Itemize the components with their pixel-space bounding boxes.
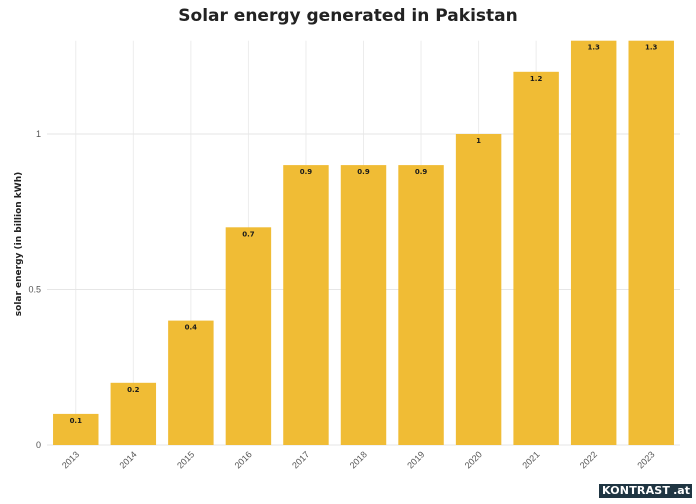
bar [513,71,559,446]
bar [570,40,617,445]
x-tick-label: 2016 [233,449,254,470]
x-tick-label: 2023 [635,449,656,470]
bar [225,227,272,445]
x-tick-label: 2013 [60,449,81,470]
logo-tld-text: .at [673,484,692,498]
data-label: 0.9 [300,168,313,176]
data-label: 0.2 [127,386,140,394]
bar [340,165,387,445]
x-tick-label: 2021 [520,449,541,470]
y-axis: 00.51 [28,129,41,450]
y-tick-label: 0.5 [28,285,41,295]
x-tick-label: 2018 [348,449,369,470]
data-label: 0.9 [357,168,370,176]
kontrast-logo: KONTRAST .at [599,484,692,498]
bar [53,413,99,445]
x-tick-label: 2020 [463,449,484,470]
data-label: 0.4 [185,324,198,332]
logo-main-text: KONTRAST [599,484,674,498]
bar [283,165,329,445]
x-tick-label: 2017 [290,449,311,470]
bars [53,40,674,446]
x-tick-label: 2019 [405,449,426,470]
x-tick-label: 2022 [578,449,599,470]
bar [398,165,444,445]
data-label: 0.9 [415,168,428,176]
data-label: 1.3 [587,44,600,52]
x-axis: 2013 2014 2015 2016 2017 2018 2019 2020 2021 2022… [60,449,657,470]
x-tick-label: 2014 [117,449,138,470]
y-tick-label: 0 [36,440,41,450]
data-labels: 0.1 0.2 0.4 0.7 0.9 0.9 0.9 1 1.2 1.3 1.3 [70,44,658,425]
data-label: 1.3 [645,44,658,52]
chart-title: Solar energy generated in Pakistan [178,6,518,26]
y-tick-label: 1 [36,129,41,139]
bar [168,320,214,445]
x-tick-label: 2015 [175,449,196,470]
data-label: 0.7 [242,230,255,238]
data-label: 1.2 [530,75,543,83]
bar [110,382,157,445]
bar [628,40,674,445]
bar [455,134,502,445]
y-axis-label: solar energy (in billion kWh) [14,172,24,316]
data-label: 1 [476,137,481,145]
data-label: 0.1 [70,417,83,425]
